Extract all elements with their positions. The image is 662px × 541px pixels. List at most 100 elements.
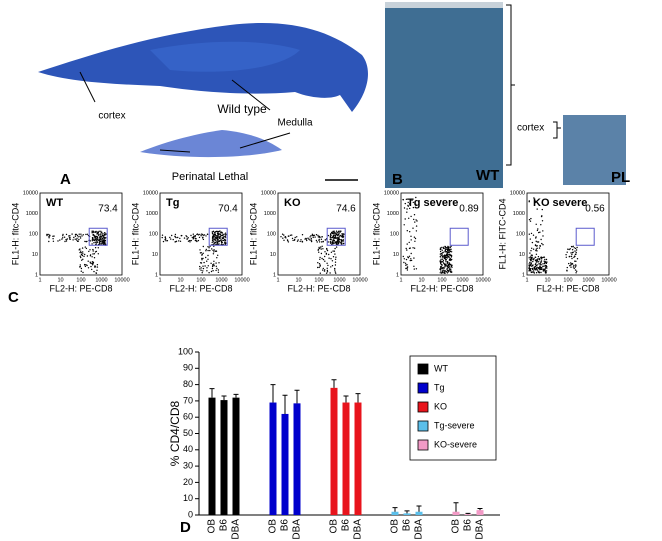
event-dot [88,250,90,253]
event-dot [415,219,417,221]
bar [232,397,240,515]
y-tick-label: 10 [183,493,193,503]
plot-title: Tg [166,197,179,209]
event-dot [162,240,165,243]
event-dot [439,253,442,255]
event-dot [332,236,334,238]
event-dot [92,263,94,265]
plot-title: Tg severe [407,197,458,209]
event-dot [316,241,318,243]
event-dot [102,236,105,238]
event-dot [80,252,83,254]
event-dot [280,236,282,238]
event-dot [406,243,408,245]
x-tick-label: B6 [280,519,291,532]
bar [354,402,362,515]
event-dot [82,258,84,260]
event-dot [65,238,67,241]
event-dot [89,262,92,264]
event-dot [318,241,321,243]
event-dot [322,258,325,261]
event-dot [326,269,329,272]
event-dot [449,250,452,253]
event-dot [533,197,535,199]
event-dot [405,264,407,266]
event-dot [216,236,219,238]
event-dot [217,243,219,245]
event-dot [332,256,335,258]
event-dot [537,261,539,263]
event-dot [570,262,572,264]
event-dot [541,242,543,245]
event-dot [528,268,531,270]
y-tick-label: 1 [155,272,158,278]
event-dot [528,219,531,221]
event-dot [567,248,569,250]
event-dot [213,260,215,262]
event-dot [334,261,337,263]
event-dot [320,241,323,243]
event-dot [533,258,535,260]
event-dot [97,253,100,255]
event-dot [572,251,574,253]
event-dot [72,239,74,241]
event-dot [413,268,415,270]
event-dot [291,234,293,236]
event-dot [439,248,441,251]
event-dot [341,236,343,238]
error-bar [343,395,349,403]
event-dot [333,237,335,239]
event-dot [94,251,97,253]
event-dot [448,265,450,267]
error-bar [404,510,410,514]
event-dot [297,239,299,241]
x-tick-label: 10 [418,277,424,283]
x-tick-label: 10000 [475,277,490,283]
legend-swatch [417,401,429,413]
event-dot [317,236,319,238]
event-dot [542,268,544,270]
arrow [231,79,271,111]
x-tick-label: DBA [231,519,242,540]
y-tick-label: 100 [390,231,399,237]
event-dot [440,254,442,257]
event-dot [446,268,448,270]
event-dot [53,235,55,237]
event-dot [574,247,577,250]
event-dot [536,250,538,252]
event-dot [79,235,81,238]
event-dot [164,239,166,241]
event-dot [177,236,179,239]
event-dot [218,240,221,242]
event-dot [415,203,417,206]
event-dot [333,242,335,244]
x-tick-label: B6 [219,519,230,532]
event-dot [84,246,87,248]
event-dot [326,249,329,252]
event-dot [533,270,535,272]
panel-label: D [180,519,191,536]
event-dot [79,264,82,266]
event-dot [335,230,338,232]
event-dot [541,208,543,211]
event-dot [93,234,95,236]
event-dot [327,241,329,243]
event-dot [440,263,442,265]
event-dot [543,268,546,270]
event-dot [405,247,407,250]
event-dot [328,253,330,256]
event-dot [164,237,166,239]
event-dot [224,238,226,240]
event-dot [317,234,319,237]
event-dot [192,233,194,235]
event-dot [413,247,416,249]
y-tick-label: 70 [183,395,193,405]
x-tick-label: 1 [38,277,41,283]
event-dot [179,240,182,242]
event-dot [306,239,308,242]
event-dot [536,208,538,210]
event-dot [528,233,530,235]
bar [415,511,423,515]
event-dot [331,241,334,243]
event-dot [334,247,336,250]
